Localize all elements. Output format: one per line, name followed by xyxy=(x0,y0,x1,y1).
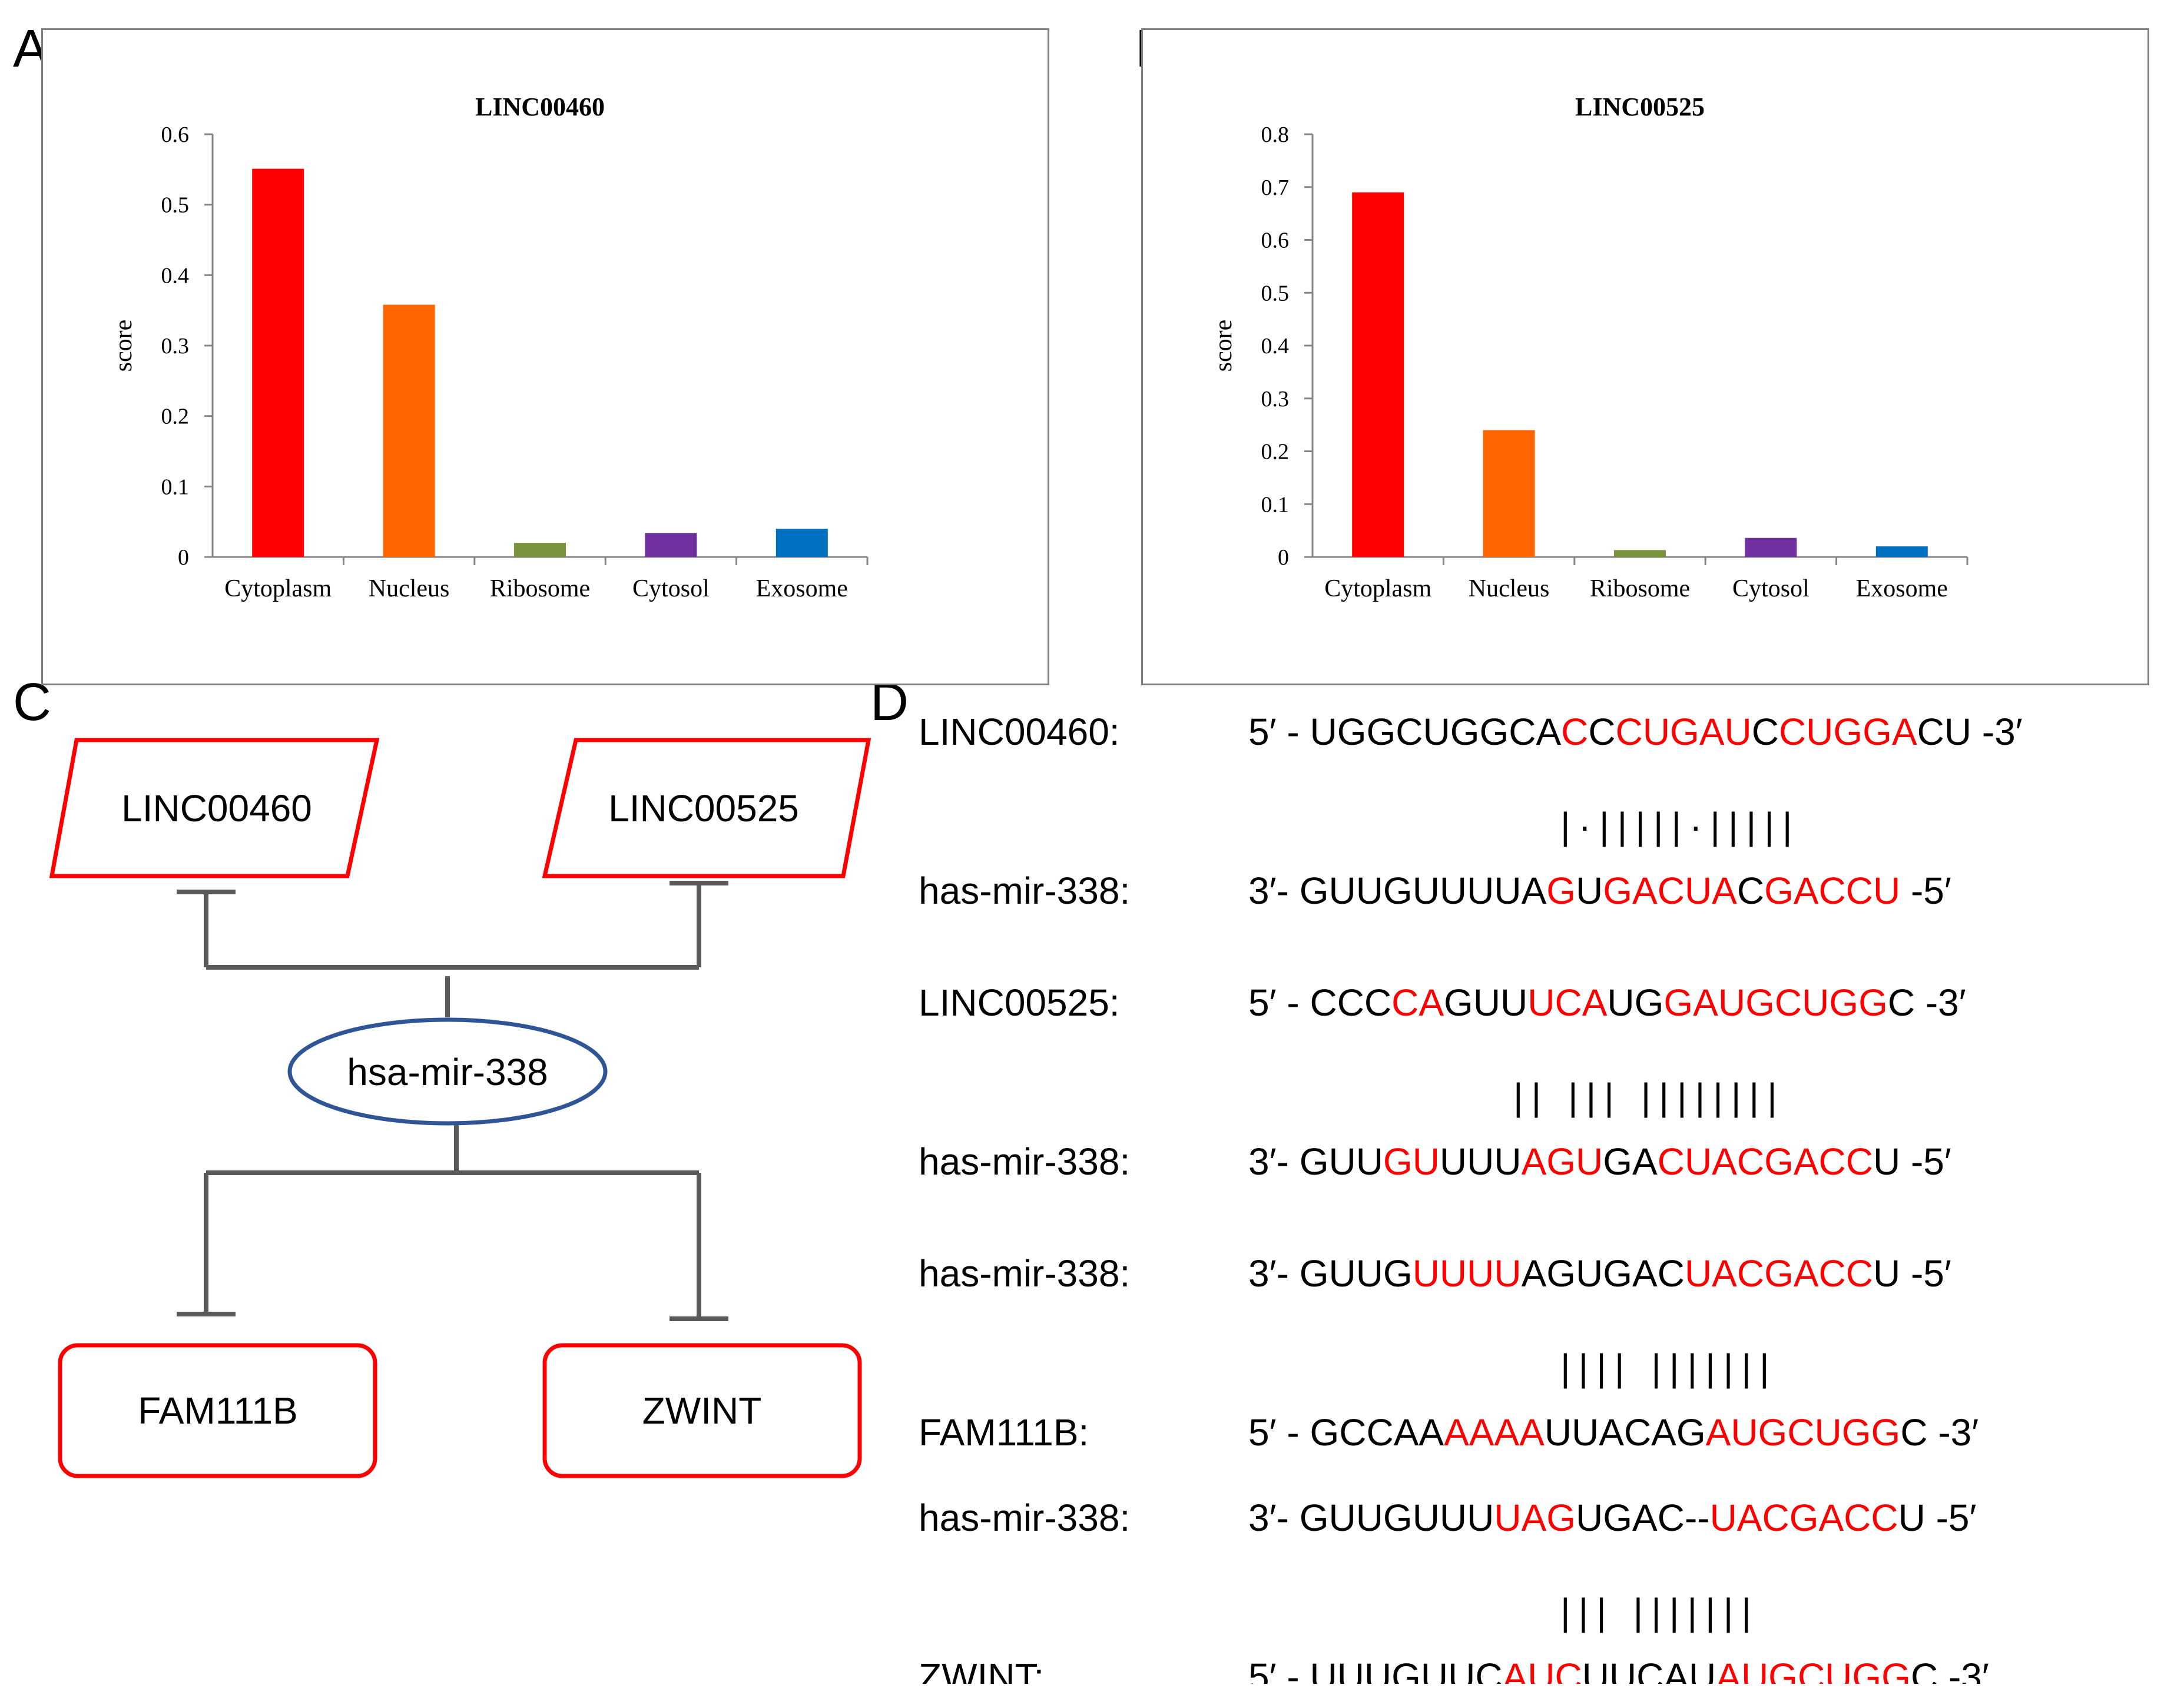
alignment-2-top-label: LINC00525: xyxy=(919,981,1120,1024)
chart-b-ytick-label: 0.3 xyxy=(1261,387,1290,412)
chart-b-xtick-label: Nucleus xyxy=(1469,575,1550,602)
gene1-label: FAM111B xyxy=(138,1389,298,1432)
chart-a-xtick-label: Ribosome xyxy=(490,575,590,602)
network-diagram: LINC00460 LINC00525 hsa-mir-338 FAM111B … xyxy=(49,738,871,1478)
chart-b-title: LINC00525 xyxy=(1575,92,1705,121)
alignment-3-pairs: |||| ||||||| xyxy=(1560,1346,1778,1389)
chart-b-bar-cytoplasm xyxy=(1352,192,1404,558)
chart-a-ytick-label: 0.2 xyxy=(161,404,190,429)
chart-b-ytick-label: 0.5 xyxy=(1261,281,1290,306)
chart-a-ytick-label: 0.4 xyxy=(161,263,190,288)
chart-b-ytick-label: 0.8 xyxy=(1261,122,1290,147)
chart-b-xtick-label: Cytosol xyxy=(1732,575,1809,602)
chart-b-xtick-label: Cytoplasm xyxy=(1324,575,1431,602)
chart-b-bar-nucleus xyxy=(1483,430,1535,557)
chart-a-bar-cytoplasm xyxy=(252,168,304,557)
alignment-4-bottom-label: ZWINT: xyxy=(919,1656,1044,1684)
alignment-1-bottom-sequence: 3′- GUUGUUUUAGUGACUACGACCU -5′ xyxy=(1248,870,1951,912)
alignment-2-bottom-label: has-mir-338: xyxy=(919,1140,1130,1183)
chart-b-bar-ribosome xyxy=(1614,550,1666,557)
alignment-4-bottom-sequence: 5′ - UUUGUUCAUCUUCAUAUGCUGGC -3′ xyxy=(1248,1656,1989,1684)
alignment-3-bottom-label: FAM111B: xyxy=(919,1411,1089,1454)
chart-b-ytick-label: 0.4 xyxy=(1261,334,1290,359)
chart-b: LINC00525 0 0.1 0.2 0.3 0.4 0.5 0.6 0.7 0.8 score C… xyxy=(1210,92,1968,602)
alignment-1-top-sequence: 5′ - UGGCUGGCACCCUGAUCCUGGACU -3′ xyxy=(1248,711,2023,753)
chart-b-ytick-label: 0.7 xyxy=(1261,175,1290,200)
lnc2-label: LINC00525 xyxy=(608,787,799,830)
alignment-3-top-label: has-mir-338: xyxy=(919,1252,1130,1295)
alignment-1-bottom-label: has-mir-338: xyxy=(919,870,1130,912)
lnc2-shape xyxy=(542,738,871,878)
chart-b-bar-cytosol xyxy=(1745,538,1797,557)
alignment-4-top-sequence: 3′- GUUGUUUUAGUGAC--UACGACCU -5′ xyxy=(1248,1497,1977,1539)
chart-a-ylabel: score xyxy=(110,320,137,372)
alignment-4-top-label: has-mir-338: xyxy=(919,1497,1130,1539)
chart-a-ytick-label: 0.5 xyxy=(161,193,190,218)
mirna-shape xyxy=(287,1017,608,1126)
chart-b-frame: LINC00525 0 0.1 0.2 0.3 0.4 0.5 0.6 0.7 0.8 score C… xyxy=(1141,28,2149,685)
chart-b-bar-exosome xyxy=(1875,546,1928,557)
chart-b-xtick-label: Ribosome xyxy=(1590,575,1690,602)
chart-b-xtick-label: Exosome xyxy=(1856,575,1948,602)
chart-a-xtick-label: Nucleus xyxy=(369,575,450,602)
alignment-3-top-sequence: 3′- GUUGUUUUAGUGACUACGACCU -5′ xyxy=(1248,1252,1951,1295)
alignment-panel: LINC00460: 5′ - UGGCUGGCACCCUGAUCCUGGACU … xyxy=(919,711,2023,1684)
alignment-2-top-sequence: 5′ - CCCCAGUUUCAUGGAUGCUGGC -3′ xyxy=(1248,981,1966,1024)
chart-a-ytick-label: 0 xyxy=(178,545,189,570)
chart-a-xtick-label: Cytoplasm xyxy=(224,575,332,602)
chart-a-ytick-label: 0.1 xyxy=(161,475,190,499)
alignment-1-pairs: |·|||||·||||| xyxy=(1560,805,1801,847)
lnc1-shape xyxy=(49,738,380,878)
chart-a-bar-nucleus xyxy=(383,304,435,557)
chart-a-bar-cytosol xyxy=(645,533,697,557)
alignment-2-bottom-sequence: 3′- GUUGUUUUAGUGACUACGACCU -5′ xyxy=(1248,1140,1951,1183)
chart-b-ytick-label: 0 xyxy=(1278,545,1289,570)
alignment-4-pairs: ||| ||||||| xyxy=(1560,1591,1759,1633)
mirna-label: hsa-mir-338 xyxy=(347,1051,548,1093)
chart-b-ytick-label: 0.1 xyxy=(1261,492,1290,517)
chart-a-frame: LINC00460 0 0.1 0.2 0.3 0.4 0.5 0.6 score Cytopla… xyxy=(41,28,1049,685)
chart-a-bar-ribosome xyxy=(514,543,566,557)
chart-b-ytick-label: 0.6 xyxy=(1261,228,1290,253)
gene1-shape xyxy=(58,1343,377,1478)
chart-a-xtick-label: Exosome xyxy=(756,575,848,602)
chart-a: LINC00460 0 0.1 0.2 0.3 0.4 0.5 0.6 score Cytopla… xyxy=(110,92,869,602)
alignment-1-top-label: LINC00460: xyxy=(919,711,1120,753)
chart-b-ytick-label: 0.2 xyxy=(1261,440,1290,465)
chart-a-title: LINC00460 xyxy=(475,92,605,121)
alignment-3-bottom-sequence: 5′ - GCCAAAAAAUUACAGAUGCUGGC -3′ xyxy=(1248,1411,1978,1454)
connector-lines xyxy=(177,881,728,1321)
chart-a-bar-exosome xyxy=(775,529,828,557)
chart-a-ytick-label: 0.6 xyxy=(161,122,190,147)
lnc1-label: LINC00460 xyxy=(121,787,312,830)
chart-a-xtick-label: Cytosol xyxy=(632,575,710,602)
chart-b-ylabel: score xyxy=(1210,320,1237,372)
gene2-shape xyxy=(542,1343,862,1478)
alignment-2-pairs: || ||| |||||||| xyxy=(1513,1076,1785,1118)
chart-a-ytick-label: 0.3 xyxy=(161,334,190,359)
gene2-label: ZWINT xyxy=(642,1389,762,1432)
